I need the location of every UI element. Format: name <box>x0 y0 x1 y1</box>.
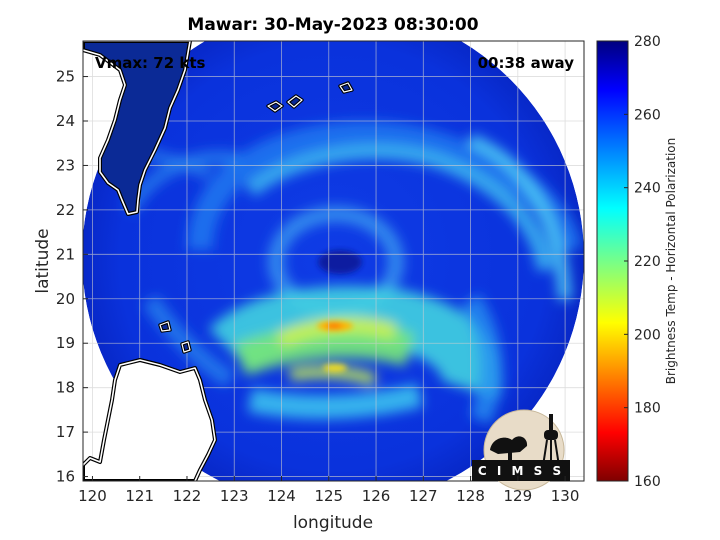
y-tick-label: 16 <box>56 468 75 486</box>
y-tick-label: 18 <box>56 379 75 397</box>
y-tick-label: 17 <box>56 423 75 441</box>
x-tick-label: 124 <box>267 487 296 505</box>
plot-area: Vmax: 72 kts 00:38 away C I M S S 120 121… <box>56 40 585 505</box>
coastlines <box>83 41 354 481</box>
small-islands <box>158 81 354 354</box>
colorbar-ticks: 160 180 200 220 240 260 280 <box>624 34 661 490</box>
colorbar-tick-label: 180 <box>634 401 661 417</box>
y-tick-label: 21 <box>56 245 75 263</box>
y-ticks: 16 17 18 19 20 21 22 23 24 25 <box>56 68 88 486</box>
x-ticks: 120 121 122 123 124 125 126 127 128 129 130 <box>78 476 579 505</box>
y-tick-label: 20 <box>56 290 75 308</box>
swath-image <box>83 41 584 481</box>
y-axis-label: latitude <box>33 228 53 293</box>
taiwan-coast <box>83 41 192 216</box>
x-tick-label: 121 <box>125 487 154 505</box>
colorbar-tick-label: 200 <box>634 327 661 343</box>
y-tick-label: 22 <box>56 201 75 219</box>
colorbar-ramp <box>597 41 628 481</box>
x-tick-label: 130 <box>551 487 580 505</box>
x-tick-label: 129 <box>504 487 533 505</box>
x-tick-label: 123 <box>220 487 249 505</box>
x-tick-label: 128 <box>456 487 485 505</box>
colorbar-tick-label: 280 <box>634 34 661 50</box>
x-tick-label: 120 <box>78 487 107 505</box>
logo-text: C I M S S <box>478 464 564 478</box>
y-tick-label: 19 <box>56 334 75 352</box>
colorbar-tick-label: 260 <box>634 107 661 123</box>
luzon-coast <box>83 358 217 481</box>
colorbar-tick-label: 160 <box>634 474 661 490</box>
x-tick-label: 125 <box>314 487 343 505</box>
plot-frame <box>82 40 585 482</box>
storm-eye <box>318 250 362 274</box>
colorbar: 160 180 200 220 240 260 280 Brightness Temp - … <box>596 34 678 490</box>
chart-title: Mawar: 30-May-2023 08:30:00 <box>187 15 478 35</box>
x-tick-label: 122 <box>173 487 202 505</box>
x-axis-label: longitude <box>293 513 373 533</box>
y-tick-label: 23 <box>56 156 75 174</box>
x-tick-label: 127 <box>409 487 438 505</box>
colorbar-tick-label: 240 <box>634 181 661 197</box>
x-tick-label: 126 <box>362 487 391 505</box>
y-tick-label: 24 <box>56 112 75 130</box>
y-tick-label: 25 <box>56 68 75 86</box>
colorbar-tick-label: 220 <box>634 254 661 270</box>
away-annotation: 00:38 away <box>478 54 575 72</box>
vmax-annotation: Vmax: 72 kts <box>95 54 205 72</box>
cimss-logo: C I M S S <box>472 409 570 491</box>
colorbar-label: Brightness Temp - Horizontal Polarizatio… <box>664 138 678 385</box>
